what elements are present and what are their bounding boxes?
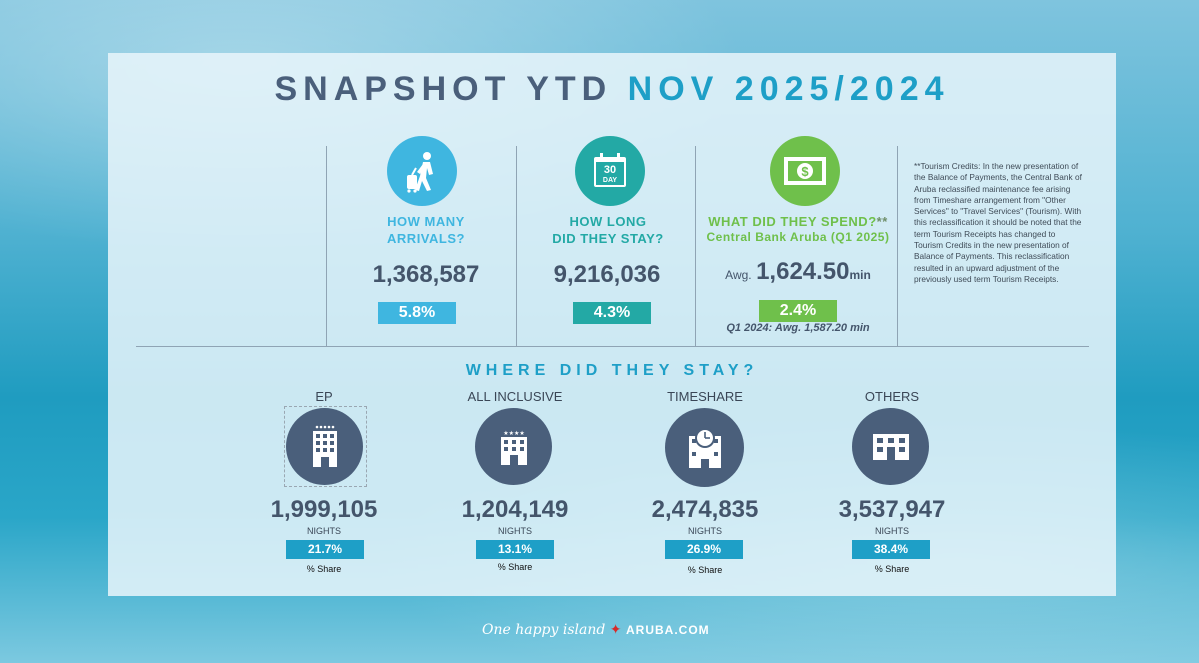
- ep-share-label: % Share: [306, 564, 342, 574]
- spend-question: WHAT DID THEY SPEND?**: [708, 214, 888, 229]
- tourism-credits-note: **Tourism Credits: In the new presentati…: [914, 161, 1082, 284]
- selection-frame: [284, 406, 367, 487]
- traveler-icon: [387, 136, 457, 206]
- stay-value: 9,216,036: [553, 261, 661, 288]
- timeshare-nights-value: 2,474,835: [651, 496, 759, 523]
- ep-nights-label: NIGHTS: [306, 526, 341, 536]
- all-inclusive-share-badge: 13.1%: [476, 540, 554, 559]
- spend-value: Awg. 1,624.50min: [725, 258, 871, 285]
- dollar-bill-icon: $: [770, 136, 840, 206]
- divider: [326, 146, 327, 346]
- hotel-building-icon: [286, 408, 363, 485]
- others-nights-label: NIGHTS: [874, 526, 909, 536]
- ep-share-badge: 21.7%: [286, 540, 364, 559]
- timeshare-nights-label: NIGHTS: [687, 526, 722, 536]
- others-nights-value: 3,537,947: [838, 496, 946, 523]
- section-title: WHERE DID THEY STAY?: [465, 362, 759, 379]
- svg-text:$: $: [801, 164, 809, 179]
- category-timeshare-label: TIMESHARE: [667, 389, 743, 404]
- category-ep-label: EP: [315, 389, 333, 404]
- title-part1: SNAPSHOT YTD: [274, 70, 613, 108]
- footer-slogan: One happy island: [482, 622, 606, 638]
- others-share-badge: 38.4%: [852, 540, 930, 559]
- spend-comparison: Q1 2024: Awg. 1,587.20 min: [726, 322, 870, 334]
- all-inclusive-nights-label: NIGHTS: [497, 526, 532, 536]
- section-divider: [136, 346, 1089, 347]
- divider: [516, 146, 517, 346]
- ep-nights-value: 1,999,105: [270, 496, 378, 523]
- svg-text:DAY: DAY: [603, 177, 617, 184]
- category-all-inclusive-label: ALL INCLUSIVE: [467, 389, 563, 404]
- clock-building-icon: [665, 408, 744, 487]
- star-icon: ✦: [609, 622, 622, 638]
- divider: [695, 146, 696, 346]
- category-others-label: OTHERS: [864, 389, 920, 404]
- timeshare-share-badge: 26.9%: [665, 540, 743, 559]
- footer-brand-name: ARUBA.COM: [625, 623, 710, 637]
- spend-change-badge: 2.4%: [759, 300, 837, 322]
- page-title: SNAPSHOT YTD NOV 2025/2024: [108, 70, 1116, 109]
- timeshare-share-label: % Share: [687, 565, 723, 575]
- snapshot-card: SNAPSHOT YTD NOV 2025/2024 HOW MANY ARRI…: [108, 53, 1116, 596]
- svg-text:30: 30: [604, 164, 616, 176]
- arrivals-change-badge: 5.8%: [378, 302, 456, 324]
- arrivals-value: 1,368,587: [372, 261, 480, 288]
- low-building-icon: [852, 408, 929, 485]
- spend-source: Central Bank Aruba (Q1 2025): [706, 230, 890, 244]
- arrivals-question: HOW MANY ARRIVALS?: [387, 214, 465, 246]
- hotel-four-star-icon: ★★★★: [475, 408, 552, 485]
- title-part2: NOV 2025/2024: [627, 70, 950, 108]
- all-inclusive-share-label: % Share: [497, 562, 533, 572]
- footer-brand: One happy island ✦ ARUBA.COM: [482, 622, 710, 638]
- stay-question: HOW LONG DID THEY STAY?: [552, 214, 664, 246]
- calendar-30-day-icon: 30 DAY: [575, 136, 645, 206]
- others-share-label: % Share: [874, 564, 910, 574]
- stay-change-badge: 4.3%: [573, 302, 651, 324]
- divider: [897, 146, 898, 346]
- svg-text:★★★★: ★★★★: [503, 430, 525, 437]
- all-inclusive-nights-value: 1,204,149: [461, 496, 569, 523]
